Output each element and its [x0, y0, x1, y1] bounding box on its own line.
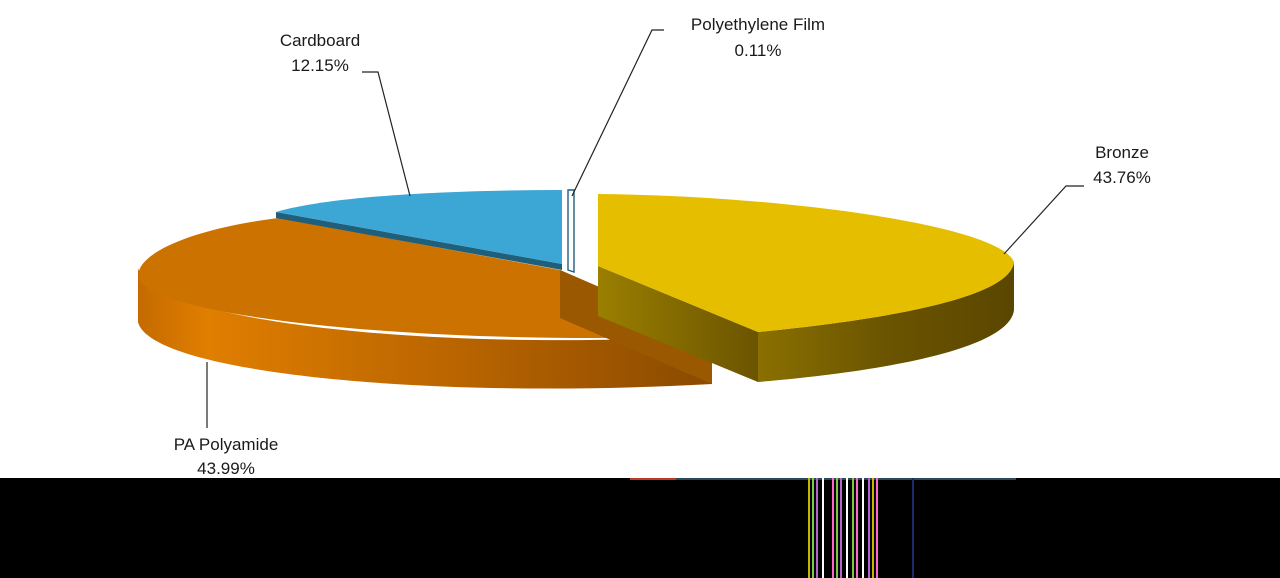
label-cardboard-value: 12.15% [291, 56, 349, 75]
slice-bronze[interactable] [598, 194, 1014, 382]
slice-cardboard[interactable] [276, 190, 562, 270]
label-polyethylene-film-value: 0.11% [735, 41, 782, 60]
leader-line-bronze [1003, 185, 1084, 255]
slice-polyethylene-film[interactable] [567, 189, 575, 273]
label-pa-polyamide-value: 43.99% [197, 459, 255, 478]
label-pa-polyamide-name: PA Polyamide [174, 435, 279, 454]
bottom-black-band [0, 478, 1280, 578]
label-cardboard-name: Cardboard [280, 31, 360, 50]
leader-line-cardboard [362, 71, 411, 197]
leader-line-polyethylene-film [571, 29, 664, 197]
label-polyethylene-film-name: Polyethylene Film [691, 15, 825, 34]
label-bronze-name: Bronze [1095, 143, 1149, 162]
label-bronze-value: 43.76% [1093, 168, 1151, 187]
